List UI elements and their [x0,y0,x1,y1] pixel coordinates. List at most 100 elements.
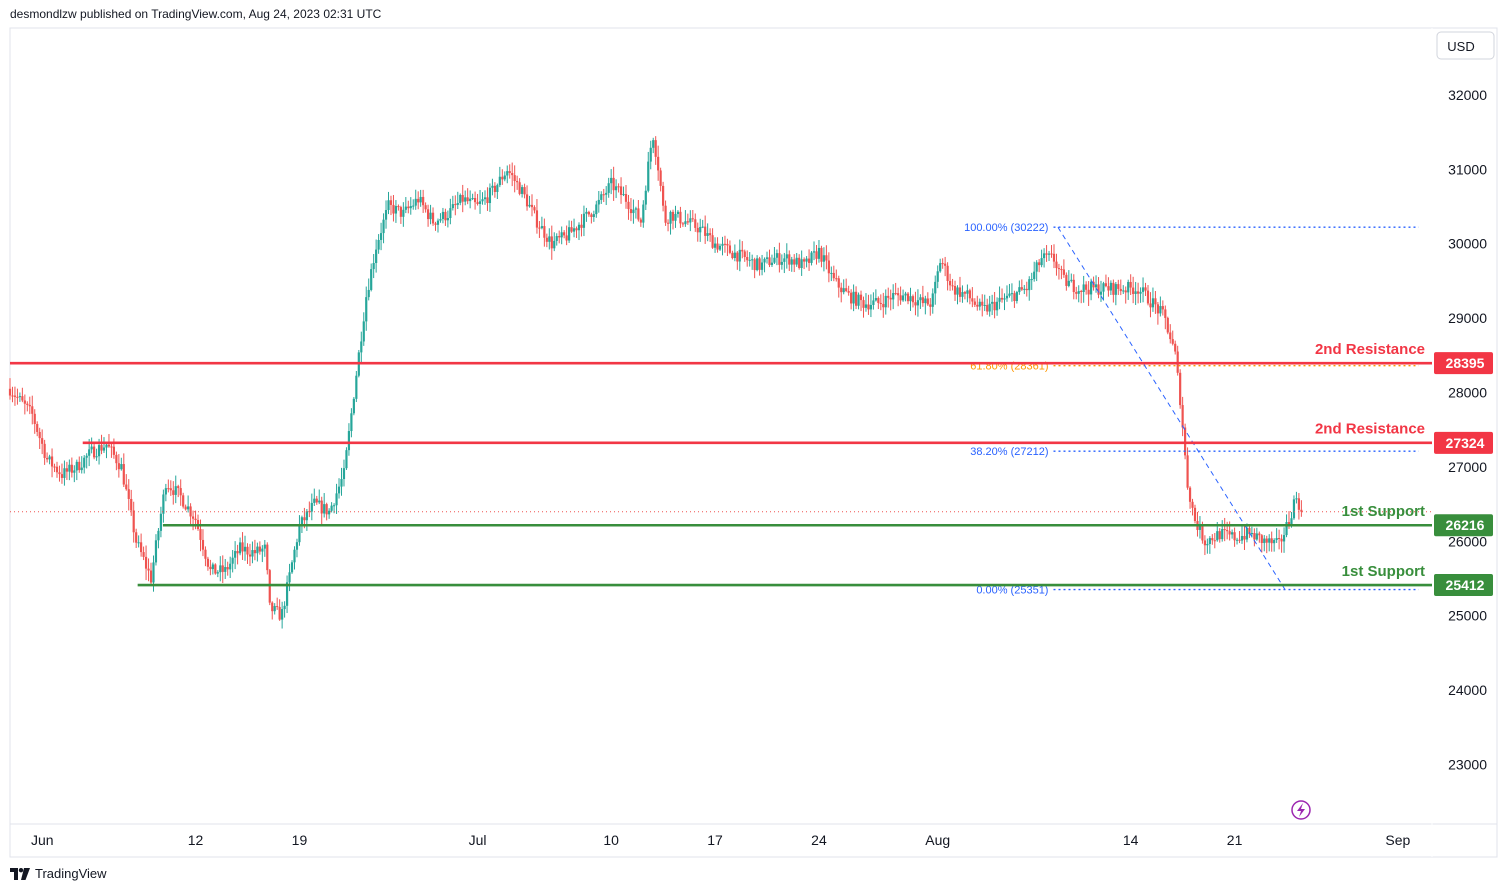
candle [456,191,459,210]
candle [137,535,140,548]
candle [632,199,635,224]
candle [350,408,353,438]
time-axis[interactable]: Jun 12 19 Jul 10 17 24 Aug 14 21 Sep [31,832,1411,848]
candle [684,210,687,227]
candle [845,278,848,293]
candle [550,225,553,260]
candle [976,295,979,311]
candle [1137,282,1140,304]
candle [392,195,395,222]
candle [8,378,12,400]
candle [224,559,227,579]
candle [968,288,971,305]
candle [1198,516,1202,539]
candle [892,284,895,310]
candle [664,200,667,226]
candle [983,294,986,312]
candle [543,218,546,247]
candle [1018,280,1021,295]
candle [652,137,655,154]
candle [1119,279,1122,296]
candle [436,218,440,233]
candle [662,181,665,212]
candle [1052,244,1056,269]
candle [592,210,595,222]
candle [464,190,467,206]
candle [1270,531,1273,552]
candle [1109,280,1112,296]
fib-retracement[interactable]: 100.00% (30222)61.80% (28361)38.20% (272… [964,222,1419,597]
candle [1122,285,1125,294]
candle [323,493,326,518]
candle [649,140,652,170]
candle [765,251,769,264]
candle [305,508,308,531]
candle [256,542,259,562]
resistance-level[interactable]: 2nd Resistance 27324 [82,421,1493,454]
support-level[interactable]: 1st Support 26216 [162,503,1493,537]
candle [585,207,588,222]
candle [167,479,170,493]
candle [476,193,479,206]
candle [704,215,707,244]
candle [1184,423,1187,460]
candle [21,387,24,403]
candle [130,489,133,516]
candle [50,448,54,478]
candle [686,213,689,225]
candle [929,298,932,316]
candle [914,291,917,316]
currency-button[interactable]: USD [1436,31,1495,60]
candle [1171,330,1174,346]
candle [177,484,180,498]
candle [760,254,764,276]
candle [1042,248,1046,268]
candle [1077,285,1080,303]
price-axis[interactable]: 23000 24000 25000 26000 27000 28000 29000 30000… [1448,87,1487,773]
tradingview-footer[interactable]: TradingView [10,866,107,881]
support-level[interactable]: 1st Support 25412 [137,563,1493,597]
candles[interactable] [8,136,1303,629]
candle [1129,274,1132,296]
candle [75,459,78,481]
candle [402,202,405,227]
candle [815,244,818,265]
candle [842,279,845,295]
candle [1055,253,1058,276]
candle [318,489,321,505]
candle [995,297,999,316]
candle [478,189,482,214]
time-tick-label: 24 [811,832,827,848]
resistance-level[interactable]: 2nd Resistance 28395 [10,341,1493,375]
candle [231,549,234,573]
candle [412,199,415,210]
candle [825,245,828,270]
candle [107,434,111,448]
candle [1062,259,1065,278]
candle [1161,300,1164,316]
candle [362,312,365,346]
candle [587,210,590,217]
candle [16,388,19,405]
candle [236,544,239,565]
candle [382,213,385,244]
candle [1250,526,1253,538]
candle [595,200,598,218]
candle [555,233,558,246]
candle [1191,498,1194,516]
lightning-icon[interactable] [1291,800,1311,820]
candle [1176,345,1179,376]
candle [607,177,610,198]
candle [691,209,694,222]
candle [577,222,581,241]
candle [1082,275,1085,303]
candle [602,188,605,203]
candle [877,296,880,310]
candle [105,443,108,459]
candle [1193,504,1197,524]
candle [486,187,489,211]
candle [1280,534,1283,553]
candle [872,292,875,310]
candle [1235,537,1239,545]
